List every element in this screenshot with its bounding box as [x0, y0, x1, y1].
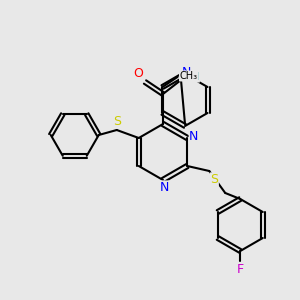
- Text: S: S: [113, 115, 121, 128]
- Text: O: O: [133, 67, 143, 80]
- Text: H: H: [191, 72, 200, 82]
- Text: S: S: [210, 173, 218, 186]
- Text: N: N: [189, 130, 199, 143]
- Text: N: N: [182, 66, 191, 79]
- Text: F: F: [237, 263, 244, 276]
- Text: N: N: [159, 181, 169, 194]
- Text: CH₃: CH₃: [179, 71, 198, 81]
